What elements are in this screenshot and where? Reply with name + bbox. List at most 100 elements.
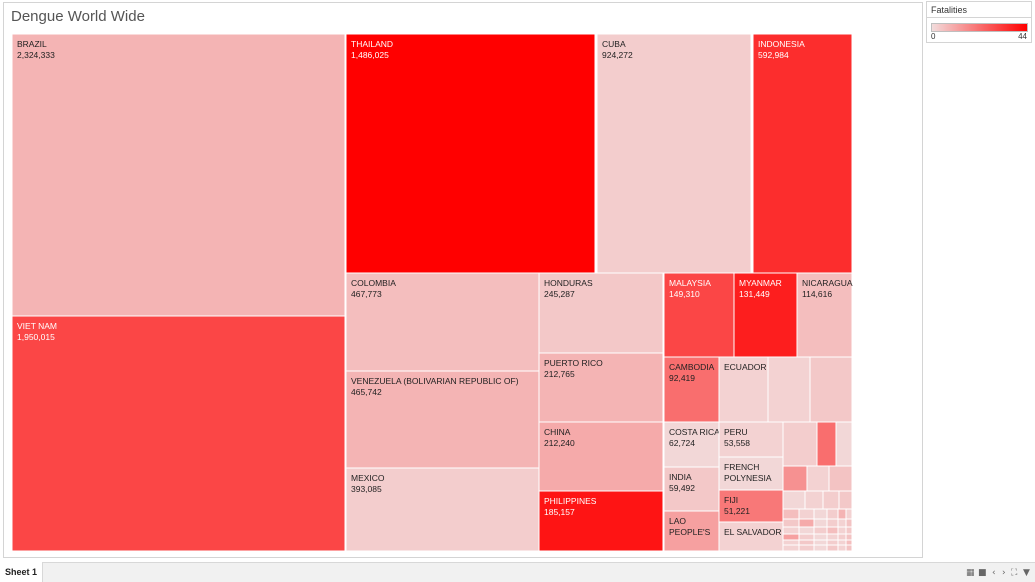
treemap-cell[interactable] [782, 421, 818, 467]
treemap-cell[interactable] [813, 508, 828, 520]
treemap-cell[interactable] [798, 526, 815, 535]
treemap-cell[interactable] [804, 490, 824, 510]
treemap-cell[interactable] [11, 315, 346, 552]
cell-value-label: 59,492 [669, 483, 695, 493]
treemap-cell[interactable] [837, 518, 847, 528]
treemap-cell[interactable] [813, 533, 828, 541]
treemap-cell[interactable] [845, 539, 853, 546]
treemap-cell[interactable] [835, 421, 853, 467]
treemap-cell[interactable] [782, 526, 800, 535]
cell-country-label: FRENCH [724, 462, 759, 472]
cell-country-label: COLOMBIA [351, 278, 396, 288]
treemap-cell[interactable] [837, 508, 847, 520]
treemap-cell[interactable] [782, 465, 808, 492]
treemap-cell[interactable] [663, 510, 720, 552]
treemap-cell[interactable] [838, 490, 853, 510]
fullscreen-icon[interactable]: ⛶ [1011, 568, 1018, 578]
cell-value-label: 465,742 [351, 387, 382, 397]
cell-country-label: MALAYSIA [669, 278, 711, 288]
cell-country-label: HONDURAS [544, 278, 593, 288]
cell-value-label: 92,419 [669, 373, 695, 383]
treemap-cell[interactable] [813, 539, 828, 546]
treemap-cell[interactable] [813, 518, 828, 528]
cell-country-label: CUBA [602, 39, 626, 49]
treemap-cell[interactable] [345, 33, 596, 274]
legend-max-label: 44 [1018, 32, 1027, 41]
cell-country-label: INDONESIA [758, 39, 805, 49]
treemap-cell[interactable] [826, 508, 839, 520]
cell-value-label: 1,486,025 [351, 50, 389, 60]
treemap-cell[interactable] [798, 518, 815, 528]
cell-country-label: CAMBODIA [669, 362, 715, 372]
cell-country-label: MYANMAR [739, 278, 782, 288]
previous-icon[interactable]: ‹ [992, 568, 996, 578]
treemap-cell[interactable] [837, 533, 847, 541]
cell-country-label: PUERTO RICO [544, 358, 603, 368]
cell-value-label: 245,287 [544, 289, 575, 299]
treemap-cell[interactable] [845, 544, 853, 552]
grid-view-icon[interactable]: ▦ [966, 568, 975, 578]
sheet-area: Dengue World Wide BRAZIL 2,324,333 VIET NA… [3, 2, 923, 558]
cell-value-label: 62,724 [669, 438, 695, 448]
treemap-cell[interactable] [822, 490, 840, 510]
treemap-cell[interactable] [813, 526, 828, 535]
treemap-cell[interactable] [809, 356, 853, 423]
treemap-cell[interactable] [828, 465, 853, 492]
treemap-cell[interactable] [718, 521, 784, 552]
treemap-cell[interactable] [596, 33, 752, 274]
treemap-cell[interactable] [826, 518, 839, 528]
treemap-cell[interactable] [782, 508, 800, 520]
treemap-cell[interactable] [538, 490, 664, 552]
treemap-cell[interactable] [782, 490, 806, 510]
treemap-cell[interactable] [782, 533, 800, 541]
cell-value-label: 212,240 [544, 438, 575, 448]
cell-value-label: 467,773 [351, 289, 382, 299]
treemap-cell[interactable] [782, 539, 800, 546]
cell-value-label: 924,272 [602, 50, 633, 60]
treemap-cell[interactable] [767, 356, 811, 423]
treemap-cell[interactable] [845, 518, 853, 528]
treemap-cell[interactable] [826, 526, 839, 535]
treemap-cell[interactable] [538, 272, 664, 354]
treemap-cell[interactable] [845, 508, 853, 520]
treemap-cell[interactable] [752, 33, 853, 274]
sheet-tab[interactable]: Sheet 1 [0, 562, 44, 582]
treemap-cell[interactable] [816, 421, 837, 467]
cell-country-label: INDIA [669, 472, 692, 482]
cell-value-label: 53,558 [724, 438, 750, 448]
treemap-cell[interactable] [798, 533, 815, 541]
treemap-cell[interactable] [837, 526, 847, 535]
treemap-cell[interactable] [826, 544, 839, 552]
fatalities-legend: Fatalities 0 44 [926, 1, 1032, 43]
treemap-cell[interactable] [813, 544, 828, 552]
treemap-cell[interactable] [663, 272, 735, 358]
treemap-cell[interactable] [11, 33, 346, 317]
treemap-cell[interactable] [663, 421, 720, 468]
treemap-cell[interactable] [798, 544, 815, 552]
cell-country-label: ECUADOR [724, 362, 767, 372]
presentation-icon[interactable]: ▼ [1023, 568, 1030, 578]
treemap-cell[interactable] [718, 421, 784, 458]
treemap-cell[interactable] [663, 466, 720, 512]
treemap-cell[interactable] [826, 539, 839, 546]
treemap-cell[interactable] [845, 526, 853, 535]
treemap-cell[interactable] [733, 272, 798, 358]
treemap-cell[interactable] [826, 533, 839, 541]
treemap-cell[interactable] [837, 539, 847, 546]
treemap-cell[interactable] [663, 356, 720, 423]
treemap-cell[interactable] [806, 465, 830, 492]
treemap-cell[interactable] [538, 352, 664, 423]
treemap-cell[interactable] [538, 421, 664, 492]
filmstrip-icon[interactable]: ■ [978, 568, 987, 578]
treemap-cell[interactable] [798, 508, 815, 520]
treemap-cell[interactable] [845, 533, 853, 541]
treemap-cell[interactable] [718, 356, 769, 423]
treemap-cell[interactable] [798, 539, 815, 546]
next-icon[interactable]: › [1002, 568, 1006, 578]
legend-min-label: 0 [931, 32, 936, 41]
cell-country-label: LAO [669, 516, 686, 526]
cell-country-label: VENEZUELA (BOLIVARIAN REPUBLIC OF) [351, 376, 519, 386]
treemap-cell[interactable] [837, 544, 847, 552]
treemap-cell[interactable] [782, 518, 800, 528]
treemap-cell[interactable] [782, 544, 800, 552]
